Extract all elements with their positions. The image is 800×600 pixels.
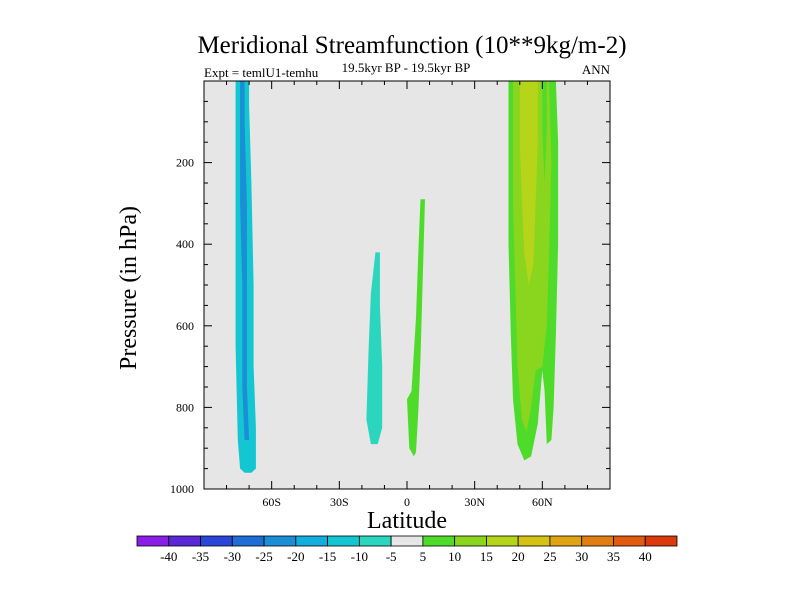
contour-region-tropical-positive: [407, 199, 425, 457]
colorbar-label: -10: [351, 549, 368, 564]
chart-title: Meridional Streamfunction (10**9kg/m-2): [197, 32, 626, 59]
y-tick-label: 200: [176, 156, 194, 170]
colorbar-label: -15: [319, 549, 336, 564]
colorbar-label: -20: [287, 549, 304, 564]
colorbar: [136, 535, 678, 547]
colorbar-swatch: [486, 535, 519, 547]
contour-region-northern-gap: [542, 81, 547, 183]
colorbar-swatch: [231, 535, 265, 547]
contour-region-tropical-negative: [366, 252, 383, 445]
colorbar-swatch: [517, 535, 551, 547]
colorbar-label: 25: [543, 549, 556, 564]
y-tick-label: 400: [176, 237, 194, 251]
y-tick-label: 1000: [170, 482, 194, 496]
season-label: ANN: [582, 62, 611, 77]
colorbar-swatch: [295, 535, 328, 547]
plot-frame: [203, 80, 611, 490]
colorbar-label: 5: [420, 549, 427, 564]
x-tick-label: 30N: [464, 495, 485, 509]
chart-subtitle: 19.5kyr BP - 19.5kyr BP: [342, 60, 471, 75]
y-axis-label: Pressure (in hPa): [116, 206, 142, 370]
x-tick-label: 0: [404, 495, 410, 509]
x-axis-label: Latitude: [367, 508, 447, 534]
colorbar-swatch: [454, 535, 487, 547]
colorbar-label: -25: [255, 549, 272, 564]
colorbar-swatch: [358, 535, 392, 547]
colorbar-swatch: [168, 535, 201, 547]
colorbar-swatch: [327, 535, 360, 547]
colorbar-label: -40: [160, 549, 177, 564]
colorbar-swatch: [390, 535, 424, 547]
colorbar-swatch: [263, 535, 297, 547]
x-tick-label: 30S: [330, 495, 349, 509]
colorbar-swatch: [549, 535, 583, 547]
colorbar-label: 35: [607, 549, 620, 564]
colorbar-swatch: [136, 535, 170, 547]
colorbar-label: 30: [575, 549, 588, 564]
x-tick-label: 60S: [262, 495, 281, 509]
colorbar-swatch: [644, 535, 678, 547]
colorbar-label: -5: [386, 549, 397, 564]
colorbar-swatch: [613, 535, 646, 547]
colorbar-label: 15: [480, 549, 493, 564]
colorbar-label: -30: [224, 549, 241, 564]
y-tick-label: 800: [176, 400, 194, 414]
contour-region-northern-core: [519, 81, 538, 285]
experiment-label: Expt = temlU1-temhu: [204, 65, 319, 80]
colorbar-label: 10: [448, 549, 461, 564]
colorbar-swatch: [581, 535, 614, 547]
colorbar-swatch: [422, 535, 456, 547]
y-tick-labels: 200 400 600 800 1000: [170, 156, 194, 496]
colorbar-label: -35: [192, 549, 209, 564]
colorbar-label: 20: [512, 549, 525, 564]
contour-regions: [235, 81, 559, 473]
x-tick-label: 60N: [532, 495, 553, 509]
x-tick-labels: 60S 30S 0 30N 60N: [262, 495, 553, 509]
colorbar-swatch: [200, 535, 233, 547]
axis-ticks: [203, 80, 611, 490]
y-tick-label: 600: [176, 319, 194, 333]
colorbar-labels: -40 -35 -30 -25 -20 -15 -10 -5 5 10 15 20 25 30 35 40: [160, 549, 652, 564]
colorbar-label: 40: [639, 549, 652, 564]
contour-region-southern-core: [240, 81, 250, 440]
